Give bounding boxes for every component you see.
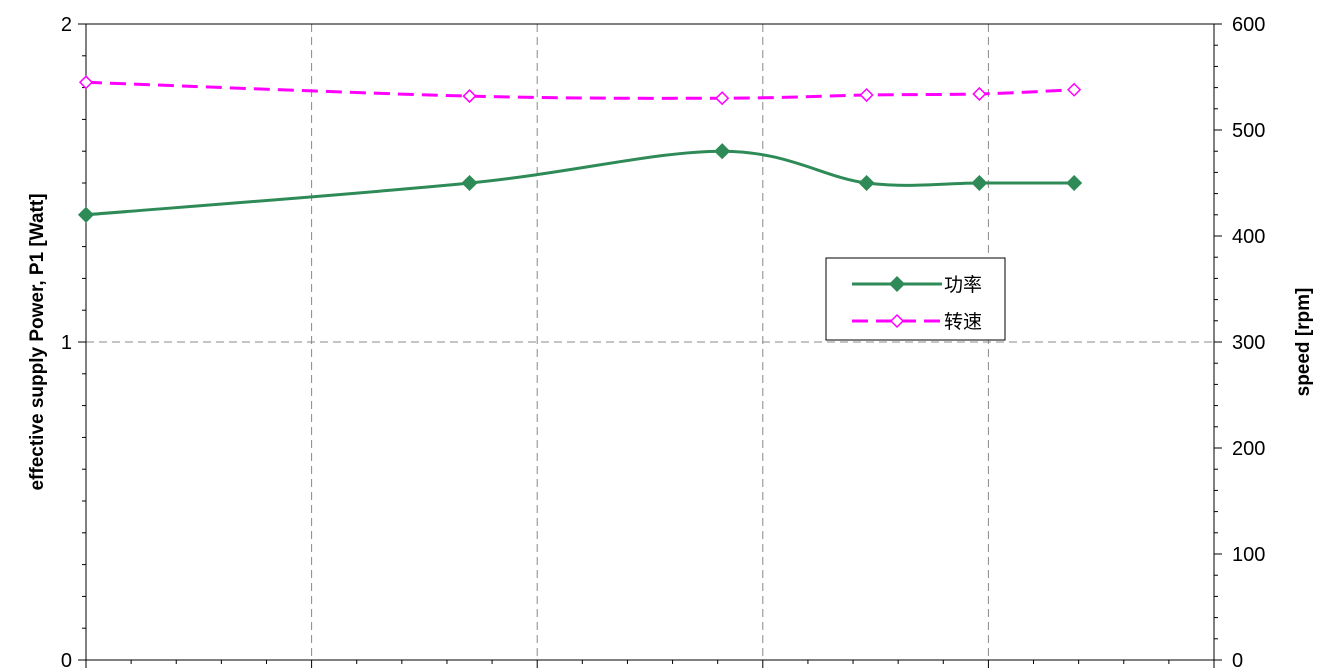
legend-box xyxy=(825,257,1006,341)
data-point-1 xyxy=(972,86,987,102)
legend-label-speed: 转速 xyxy=(944,311,982,333)
legend-marker-speed xyxy=(889,313,905,329)
data-point-0 xyxy=(1066,174,1083,192)
data-point-1 xyxy=(859,87,874,103)
data-point-1 xyxy=(78,75,94,90)
data-point-0 xyxy=(714,143,731,160)
y2-tick-label: 500 xyxy=(1232,120,1265,142)
data-point-1 xyxy=(462,89,477,104)
axis-ticks xyxy=(78,23,1222,668)
tick-labels: 0 1 2 0 100 200 300 400 500 600 xyxy=(61,14,1266,670)
y2-tick-label: 300 xyxy=(1232,332,1265,354)
y-axis-title: effective supply Power, P1 [Watt] xyxy=(27,193,48,490)
y-tick-label: 2 xyxy=(61,14,72,36)
legend-marker-power xyxy=(888,275,906,293)
y2-axis-title: speed [rpm] xyxy=(1293,288,1314,397)
y2-tick-label: 200 xyxy=(1232,438,1265,460)
y2-tick-label: 400 xyxy=(1232,226,1265,248)
y2-tick-label: 100 xyxy=(1232,544,1265,566)
grid-lines xyxy=(86,24,1214,660)
data-point-0 xyxy=(461,174,478,192)
y2-tick-label: 600 xyxy=(1232,14,1265,36)
data-point-0 xyxy=(858,174,875,192)
legend: 功率 转速 xyxy=(825,257,1006,341)
data-point-1 xyxy=(715,91,730,106)
y-tick-label: 1 xyxy=(61,332,72,354)
y-tick-label: 0 xyxy=(61,650,72,670)
data-point-0 xyxy=(77,206,95,223)
y2-tick-label: 0 xyxy=(1232,650,1243,670)
legend-label-power: 功率 xyxy=(944,274,982,296)
series-line-1 xyxy=(85,80,1075,100)
data-point-0 xyxy=(971,174,988,192)
series-line-0 xyxy=(85,149,1075,217)
data-point-1 xyxy=(1067,82,1082,97)
series xyxy=(77,75,1083,223)
